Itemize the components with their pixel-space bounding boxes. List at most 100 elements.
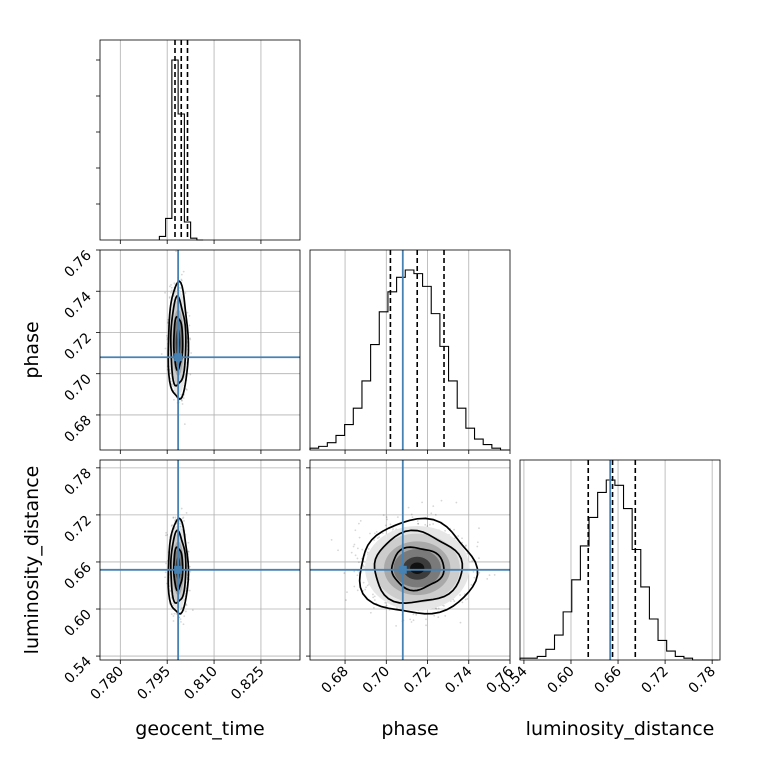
sample-point [465, 544, 467, 547]
sample-point [453, 600, 456, 603]
sample-point [365, 586, 367, 589]
sample-point [461, 541, 464, 544]
sample-point [384, 601, 387, 604]
sample-point [170, 284, 172, 286]
truth-marker [174, 565, 183, 574]
sample-point [182, 397, 185, 399]
sample-point [189, 338, 192, 341]
sample-point [172, 615, 175, 617]
sample-point [184, 292, 187, 294]
contour-line [169, 529, 187, 605]
sample-point [165, 531, 167, 534]
grid-lines [344, 250, 470, 450]
sample-point [172, 516, 175, 519]
sample-point [385, 516, 388, 519]
sample-point [181, 399, 183, 402]
sample-point [372, 596, 375, 599]
sample-point [187, 551, 190, 553]
sample-point [415, 613, 418, 616]
sample-point [182, 623, 185, 626]
panel-frame [309, 249, 511, 451]
histogram-step [309, 269, 510, 451]
y-tick-label: 0.74 [61, 289, 94, 322]
sample-point [188, 324, 191, 327]
sample-point [437, 616, 440, 619]
sample-point [362, 565, 365, 568]
sample-point [170, 289, 173, 292]
y-tick-label: 0.76 [61, 247, 94, 280]
histogram-panel-phase [309, 249, 511, 454]
sample-point [185, 610, 187, 613]
sample-point [185, 604, 188, 607]
sample-point [182, 270, 185, 273]
sample-point [378, 536, 381, 539]
sample-point [174, 518, 177, 521]
sample-point [164, 534, 167, 537]
sample-point [478, 557, 480, 560]
sample-point [425, 624, 427, 627]
y-tick-label: 0.60 [61, 607, 94, 640]
sample-point [425, 618, 427, 621]
sample-point [164, 347, 167, 350]
x-tick-label: 0.795 [134, 664, 174, 704]
sample-point [476, 541, 479, 544]
sample-point [181, 606, 184, 609]
sample-point [168, 297, 171, 299]
density-level [410, 562, 425, 574]
x-axis-label-geocent-time: geocent_time [135, 718, 264, 740]
y-tick-label: 0.72 [61, 330, 94, 363]
contour-line [167, 280, 190, 400]
sample-point [166, 338, 169, 341]
sample-point [459, 621, 462, 624]
sample-point [189, 373, 192, 376]
density-area [100, 250, 300, 450]
sample-point [470, 583, 473, 586]
sample-point [412, 619, 415, 622]
sample-point [185, 511, 188, 514]
sample-point [356, 557, 359, 560]
sample-point [478, 527, 480, 530]
sample-point [410, 513, 413, 516]
contour-line [167, 517, 190, 615]
scatter-panel-phase-vs-luminosity-distance: 0.68 0.70 0.72 0.74 0.76 [306, 459, 517, 697]
sample-point [435, 607, 438, 610]
sample-point [186, 311, 189, 314]
panel-frame [309, 459, 511, 661]
sample-point [369, 532, 371, 535]
sample-point [180, 507, 183, 510]
sample-point [412, 613, 415, 616]
histogram-panel-luminosity-distance: 0.54 0.60 0.66 0.72 0.78 [497, 459, 721, 697]
sample-point [182, 516, 185, 519]
sample-point [421, 501, 423, 504]
sample-point [437, 607, 440, 610]
sample-point [459, 594, 461, 596]
grid-lines [100, 250, 300, 450]
sample-point [493, 574, 496, 576]
sample-point [375, 530, 378, 533]
sample-point [372, 593, 374, 596]
sample-point [385, 604, 388, 607]
sample-point [364, 588, 367, 591]
contour-line [172, 315, 184, 372]
y-axis-label-luminosity-distance: luminosity_distance [21, 466, 43, 655]
y-tick-label: 0.54 [61, 654, 94, 687]
sample-point [366, 584, 369, 587]
sample-point [356, 547, 359, 550]
sample-point [354, 554, 357, 557]
sample-point [440, 499, 443, 502]
density-area [100, 460, 300, 660]
y-axis-label-phase: phase [21, 321, 43, 378]
sample-point [173, 282, 176, 285]
x-tick-label: 0.60 [544, 664, 577, 697]
sample-point [476, 545, 479, 548]
sample-point [392, 528, 394, 531]
sample-point [188, 565, 191, 568]
sample-point [367, 548, 370, 550]
x-axis-label-luminosity-distance: luminosity_distance [526, 718, 715, 740]
sample-point [376, 537, 379, 540]
sample-point [373, 539, 376, 542]
contour-line [358, 517, 479, 615]
sample-point [381, 532, 384, 535]
sample-point [354, 529, 357, 532]
